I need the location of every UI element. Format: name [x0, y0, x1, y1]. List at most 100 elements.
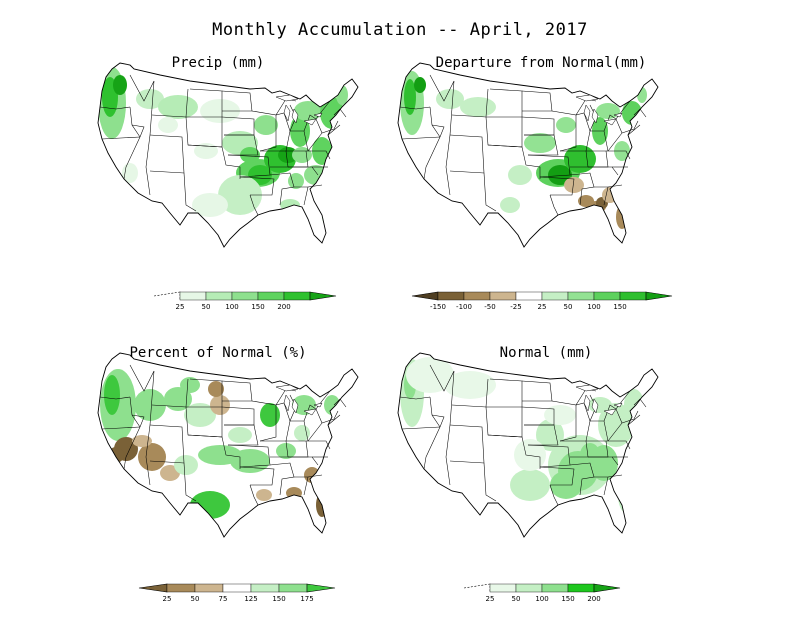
- legend-swatch: [489, 291, 517, 301]
- state-border: [521, 380, 553, 402]
- great-lake: [613, 112, 623, 118]
- state-border: [327, 124, 341, 136]
- legend-tick-label: -100: [456, 303, 472, 311]
- great-lake: [603, 118, 617, 126]
- precip-patch: [436, 89, 464, 109]
- great-lake: [291, 108, 299, 124]
- great-lake: [583, 394, 591, 412]
- legend-tick-label: 25: [538, 303, 547, 311]
- state-border: [549, 194, 559, 216]
- precip-patch: [544, 405, 576, 425]
- state-border: [327, 414, 341, 426]
- legend-swatch: [411, 291, 439, 301]
- state-border: [321, 410, 339, 424]
- precip-patch: [536, 419, 564, 451]
- state-border: [524, 424, 559, 446]
- great-lake: [613, 402, 623, 408]
- precip-patch: [406, 357, 454, 393]
- great-lake: [291, 398, 299, 414]
- state-border: [489, 88, 523, 117]
- precip-patch: [174, 455, 198, 475]
- legend-swatch: [593, 291, 621, 301]
- state-border: [145, 80, 155, 196]
- legend-swatch: [463, 291, 491, 301]
- state-border: [621, 120, 639, 134]
- legend-tick-label: 175: [300, 595, 313, 603]
- legend-tick-label: -25: [510, 303, 521, 311]
- state-border: [627, 414, 641, 426]
- legend-swatch: [619, 291, 647, 301]
- state-border: [307, 184, 323, 188]
- legend-normal: 25 50 100 150 200: [463, 583, 621, 603]
- legend-swatch: [463, 583, 491, 592]
- state-border: [260, 440, 289, 458]
- state-border: [249, 194, 259, 216]
- great-lake: [275, 384, 299, 392]
- us-outline: [97, 62, 359, 248]
- precip-patch: [294, 425, 310, 441]
- precip-patch: [460, 97, 496, 117]
- state-border: [423, 426, 441, 470]
- panel-title-precip: Precip (mm): [171, 55, 265, 71]
- map-departure: [397, 62, 659, 248]
- precip-patch: [276, 443, 296, 459]
- precip-patch: [564, 177, 584, 193]
- precip-patch: [228, 427, 252, 443]
- state-border: [131, 124, 145, 138]
- precip-patch: [524, 133, 556, 153]
- state-border: [607, 184, 623, 188]
- panel-title-percent: Percent of Normal (%): [129, 345, 307, 361]
- state-border: [224, 424, 259, 446]
- legend-swatch: [437, 291, 465, 301]
- state-border: [401, 136, 441, 140]
- legend-tick-label: 100: [535, 595, 548, 603]
- legend-tick-label: 100: [225, 303, 238, 311]
- state-border: [307, 474, 323, 478]
- great-lake: [283, 394, 291, 412]
- map-percent: [97, 352, 359, 538]
- precip-patch: [260, 403, 280, 427]
- state-border: [101, 426, 141, 430]
- precip-patch: [444, 371, 496, 399]
- legend-swatch: [250, 583, 280, 593]
- precip-patch: [548, 165, 572, 185]
- precip-patch: [294, 101, 322, 121]
- us-outline: [397, 352, 659, 538]
- state-border: [221, 380, 253, 402]
- great-lake: [303, 408, 317, 416]
- precip-patch: [164, 387, 192, 411]
- state-border: [431, 124, 445, 138]
- legend-tick-label: 50: [191, 595, 200, 603]
- panel-title-departure: Departure from Normal(mm): [435, 55, 647, 71]
- precip-patch: [208, 381, 224, 397]
- state-border: [607, 474, 623, 478]
- precip-patch: [134, 389, 166, 421]
- panel-title-normal: Normal (mm): [499, 345, 593, 361]
- state-border: [429, 396, 441, 428]
- state-border: [621, 410, 639, 424]
- precip-patch: [580, 443, 600, 467]
- precip-patch: [194, 143, 218, 159]
- state-border: [333, 108, 347, 118]
- state-border: [221, 90, 253, 112]
- legend-swatch: [567, 291, 595, 301]
- state-border: [445, 80, 455, 196]
- legend-tick-label: 150: [251, 303, 264, 311]
- legend-swatch: [257, 291, 285, 301]
- legend-swatch: [593, 583, 621, 593]
- state-border: [539, 176, 575, 196]
- legend-swatch: [222, 583, 252, 593]
- precip-patch: [556, 117, 576, 133]
- state-border: [399, 396, 431, 400]
- state-border: [99, 396, 131, 400]
- precip-patch: [104, 375, 120, 415]
- legend-swatch: [515, 291, 543, 301]
- legend-tick-label: 25: [163, 595, 172, 603]
- state-border: [149, 134, 185, 174]
- state-border: [239, 176, 275, 196]
- state-border: [524, 134, 559, 156]
- state-border: [275, 112, 291, 152]
- precip-patch: [514, 439, 546, 471]
- legend-tick-label: 50: [512, 595, 521, 603]
- legend-swatch: [153, 291, 181, 300]
